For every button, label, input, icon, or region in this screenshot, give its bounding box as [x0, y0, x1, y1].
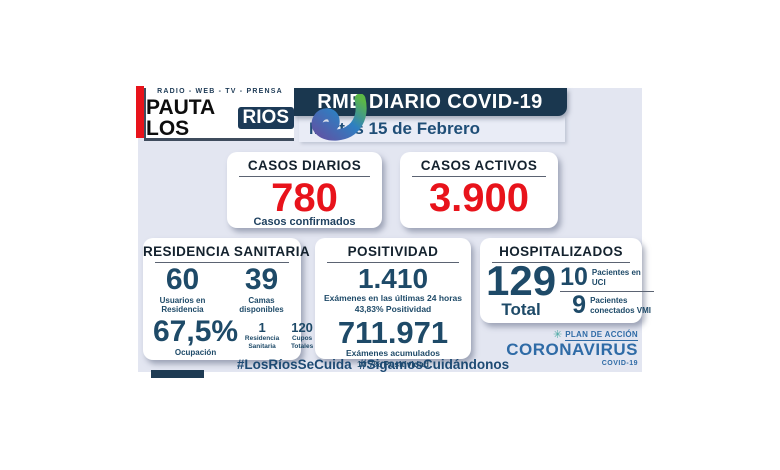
report-title: RME DIARIO COVID-19	[317, 90, 543, 113]
positivity-daily-value: 1.410	[357, 263, 429, 294]
active-cases-value: 3.900	[428, 176, 530, 220]
positivity-accumulated-value: 711.971	[337, 315, 449, 351]
positivity-title: POSITIVIDAD	[347, 244, 439, 259]
daily-cases-title: CASOS DIARIOS	[247, 158, 362, 173]
footer-navy-tab	[151, 370, 204, 378]
residence-facilities-stat: 1 Residencia Sanitaria	[242, 321, 282, 350]
residence-facilities-value: 1	[258, 320, 266, 336]
residence-capacity-value: 120	[291, 320, 313, 336]
action-plan-logo: ✳ PLAN DE ACCIÓN CORONAVIRUS COVID-19	[498, 330, 638, 367]
hospitalized-title: HOSPITALIZADOS	[499, 244, 623, 259]
residence-beds-label: Camas disponibles	[239, 296, 284, 315]
hospitalized-total-label: Total	[501, 300, 541, 319]
residence-facilities-label: Residencia Sanitaria	[244, 335, 280, 350]
positivity-daily-line1: Exámenes en las últimas 24 horas	[324, 293, 462, 303]
hospitalized-total-value: 129	[486, 257, 557, 304]
residence-beds-stat: 39 Camas disponibles	[233, 263, 291, 315]
logo-name-accent: RIOS	[237, 106, 294, 129]
footer-hashtags: #LosRíosSeCuida #SigamosCuidándonos	[236, 357, 510, 372]
positivity-accumulated-line1: Exámenes acumulados	[345, 348, 440, 359]
residence-users-label: Usuarios en Residencia	[159, 296, 206, 315]
action-plan-name: CORONAVIRUS	[506, 340, 638, 359]
hospitalized-vmi-stat: 9 Pacientes conectados VMI	[560, 291, 654, 319]
daily-cases-card: CASOS DIARIOS 780 Casos confirmados	[227, 152, 382, 228]
positivity-card: POSITIVIDAD 1.410 Exámenes en las última…	[315, 238, 471, 369]
hospitalized-uci-stat: 10 Pacientes en UCI	[560, 264, 654, 291]
action-plan-line1: PLAN DE ACCIÓN	[565, 330, 638, 341]
residence-users-stat: 60 Usuarios en Residencia	[154, 263, 212, 315]
divider	[492, 262, 630, 263]
logo-name: PAUTA LOS RIOS	[146, 97, 294, 139]
divider	[155, 262, 289, 263]
residence-occupancy-stat: 67,5% Ocupación	[153, 315, 239, 358]
hospitalized-vmi-value: 9	[572, 291, 587, 319]
hospitalized-vmi-label: Pacientes conectados VMI	[590, 296, 651, 315]
residence-beds-value: 39	[244, 263, 279, 296]
sanitary-residence-card: RESIDENCIA SANITARIA 60 Usuarios en Resi…	[143, 238, 313, 360]
divider	[327, 262, 459, 263]
residence-occupancy-value: 67,5%	[153, 315, 239, 349]
daily-cases-value: 780	[271, 176, 338, 220]
hospitalized-total-stat: 129 Total	[486, 260, 556, 319]
positivity-accumulated-line2: 10,7% Positividad	[357, 358, 429, 369]
active-cases-card: CASOS ACTIVOS 3.900	[400, 152, 558, 228]
virus-icon: ✳	[552, 329, 563, 341]
divider	[412, 176, 546, 177]
active-cases-title: CASOS ACTIVOS	[420, 158, 538, 173]
residence-capacity-label: Cupos Totales	[290, 335, 314, 350]
hospitalized-uci-value: 10	[560, 263, 588, 291]
logo-tagline: RADIO - WEB - TV - PRENSA	[157, 87, 283, 95]
action-plan-sub: COVID-19	[601, 359, 638, 367]
hospitalized-card: HOSPITALIZADOS 129 Total 10 Pacientes en…	[480, 238, 654, 323]
residence-occupancy-label: Ocupación	[174, 348, 217, 358]
sanitary-residence-title: RESIDENCIA SANITARIA	[143, 244, 311, 259]
pauta-los-rios-logo: RADIO - WEB - TV - PRENSA PAUTA LOS RIOS	[144, 88, 294, 141]
positivity-daily-line2: 43,83% Positividad	[354, 303, 432, 314]
residence-capacity-stat: 120 Cupos Totales	[282, 321, 322, 350]
daily-cases-caption: Casos confirmados	[253, 216, 356, 228]
residence-users-value: 60	[165, 263, 200, 296]
hospitalized-uci-label: Pacientes en UCI	[591, 268, 641, 287]
divider	[239, 176, 370, 177]
report-title-bar: RME DIARIO COVID-19	[293, 88, 567, 116]
swoosh-icon	[311, 94, 367, 141]
logo-name-main: PAUTA LOS	[146, 95, 215, 140]
red-accent-bar	[136, 86, 144, 138]
